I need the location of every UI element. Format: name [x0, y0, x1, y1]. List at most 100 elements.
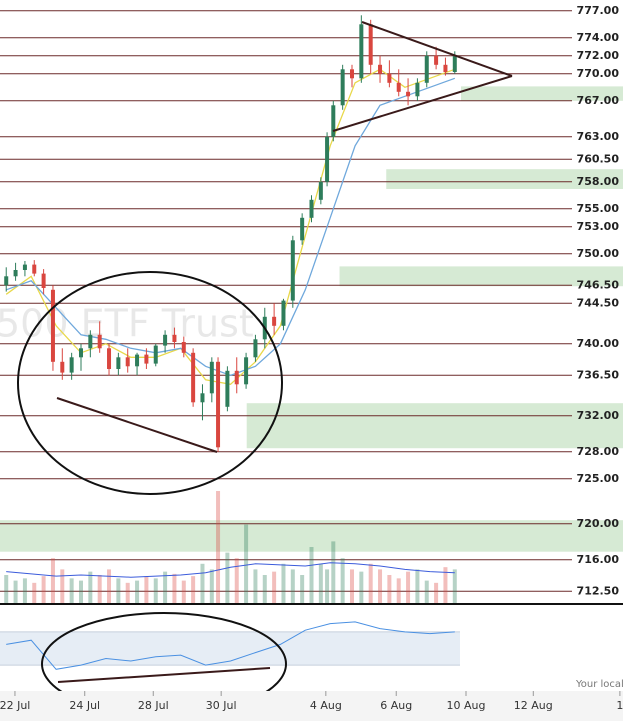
y-tick-label: 716.00	[577, 553, 620, 566]
volume-bar	[452, 569, 457, 603]
candle-body	[225, 370, 230, 407]
candle-body	[415, 82, 420, 97]
candle-body	[452, 55, 457, 72]
y-tick-label: 725.00	[577, 472, 620, 485]
candle-body	[69, 357, 74, 373]
volume-bar	[262, 575, 267, 603]
volume-bar	[434, 582, 439, 603]
volume-bar	[281, 563, 286, 603]
candle-body	[97, 334, 102, 349]
y-tick-label: 750.00	[577, 247, 620, 260]
volume-bar	[209, 569, 214, 603]
trend-line	[57, 667, 271, 683]
volume-bar	[387, 575, 392, 603]
volume-bar	[41, 576, 46, 603]
candle-body	[22, 264, 27, 270]
candle-body	[78, 348, 83, 358]
candle-body	[116, 357, 121, 369]
candle-body	[300, 217, 305, 241]
candle-body	[32, 264, 37, 274]
zone	[461, 86, 623, 101]
y-tick-label: 767.00	[577, 94, 620, 107]
volume-bar	[368, 563, 373, 603]
triangle-line	[332, 75, 513, 132]
y-tick-label: 744.50	[577, 296, 620, 309]
candle-body	[88, 334, 93, 349]
y-tick-label: 746.50	[577, 278, 620, 291]
candle-body	[424, 55, 429, 83]
watermark: 500 ETF Trust	[0, 302, 254, 346]
candle-body	[318, 181, 323, 200]
candle-body	[4, 276, 9, 286]
rsi-line	[6, 621, 455, 670]
candle-body	[253, 339, 258, 358]
volume-ma-line	[6, 562, 455, 578]
volume-bar	[443, 567, 448, 603]
volume-bar	[50, 558, 55, 603]
candle-body	[378, 64, 383, 74]
rsi-band	[0, 631, 460, 666]
volume-bar	[172, 573, 177, 603]
volume-bar	[191, 576, 196, 603]
candle-body	[107, 348, 112, 369]
candle-body	[50, 289, 55, 362]
candle-body	[135, 354, 140, 367]
volume-bar	[216, 491, 221, 603]
y-tick-label: 777.00	[577, 4, 620, 17]
zone	[246, 403, 623, 449]
volume-bar	[244, 524, 249, 603]
trend-line	[56, 397, 218, 453]
candle-body	[244, 357, 249, 385]
x-tick-label: 30 Jul	[206, 699, 237, 712]
candle-body	[172, 334, 177, 342]
y-tick-label: 740.00	[577, 337, 620, 350]
candle-body	[125, 357, 130, 367]
x-tick-label: 28 Jul	[138, 699, 169, 712]
x-tick-label: 6 Aug	[380, 699, 412, 712]
volume-bar	[340, 558, 345, 603]
candle-body	[41, 273, 46, 288]
volume-bar	[272, 571, 277, 603]
volume-bar	[290, 569, 295, 603]
volume-bar	[125, 582, 130, 603]
volume-bar	[234, 558, 239, 603]
footer-note: Your local	[575, 679, 623, 690]
volume-bar	[116, 578, 121, 603]
candle-body	[153, 345, 158, 364]
moving-average	[5, 77, 456, 376]
candle-body	[216, 361, 221, 448]
candle-body	[200, 393, 205, 403]
ellipse	[17, 271, 283, 495]
volume-bar	[181, 580, 186, 603]
volume-bar	[378, 569, 383, 603]
volume-bar	[135, 580, 140, 603]
volume-bar	[163, 571, 168, 603]
volume-bar	[88, 571, 93, 603]
candle-body	[349, 69, 354, 79]
volume-bar	[359, 571, 364, 603]
candle-body	[368, 24, 373, 65]
volume-bar	[424, 580, 429, 603]
volume-bar	[60, 569, 65, 603]
volume-bar	[225, 552, 230, 603]
y-tick-label: 753.00	[577, 220, 620, 233]
candle-body	[406, 91, 411, 97]
y-tick-label: 732.00	[577, 409, 620, 422]
volume-bar	[253, 569, 258, 603]
candle-body	[234, 370, 239, 385]
volume-bar	[153, 578, 158, 603]
candle-body	[309, 199, 314, 218]
y-tick-label: 728.00	[577, 445, 620, 458]
zone	[0, 520, 623, 552]
volume-bar	[97, 575, 102, 603]
candle-body	[359, 24, 364, 79]
candle-body	[281, 300, 286, 326]
volume-bar	[200, 563, 205, 603]
volume-bar	[318, 563, 323, 603]
x-tick-label: 22 Jul	[0, 699, 30, 712]
candle-body	[434, 55, 439, 65]
annotations	[17, 21, 513, 716]
y-tick-label: 712.50	[577, 584, 620, 597]
